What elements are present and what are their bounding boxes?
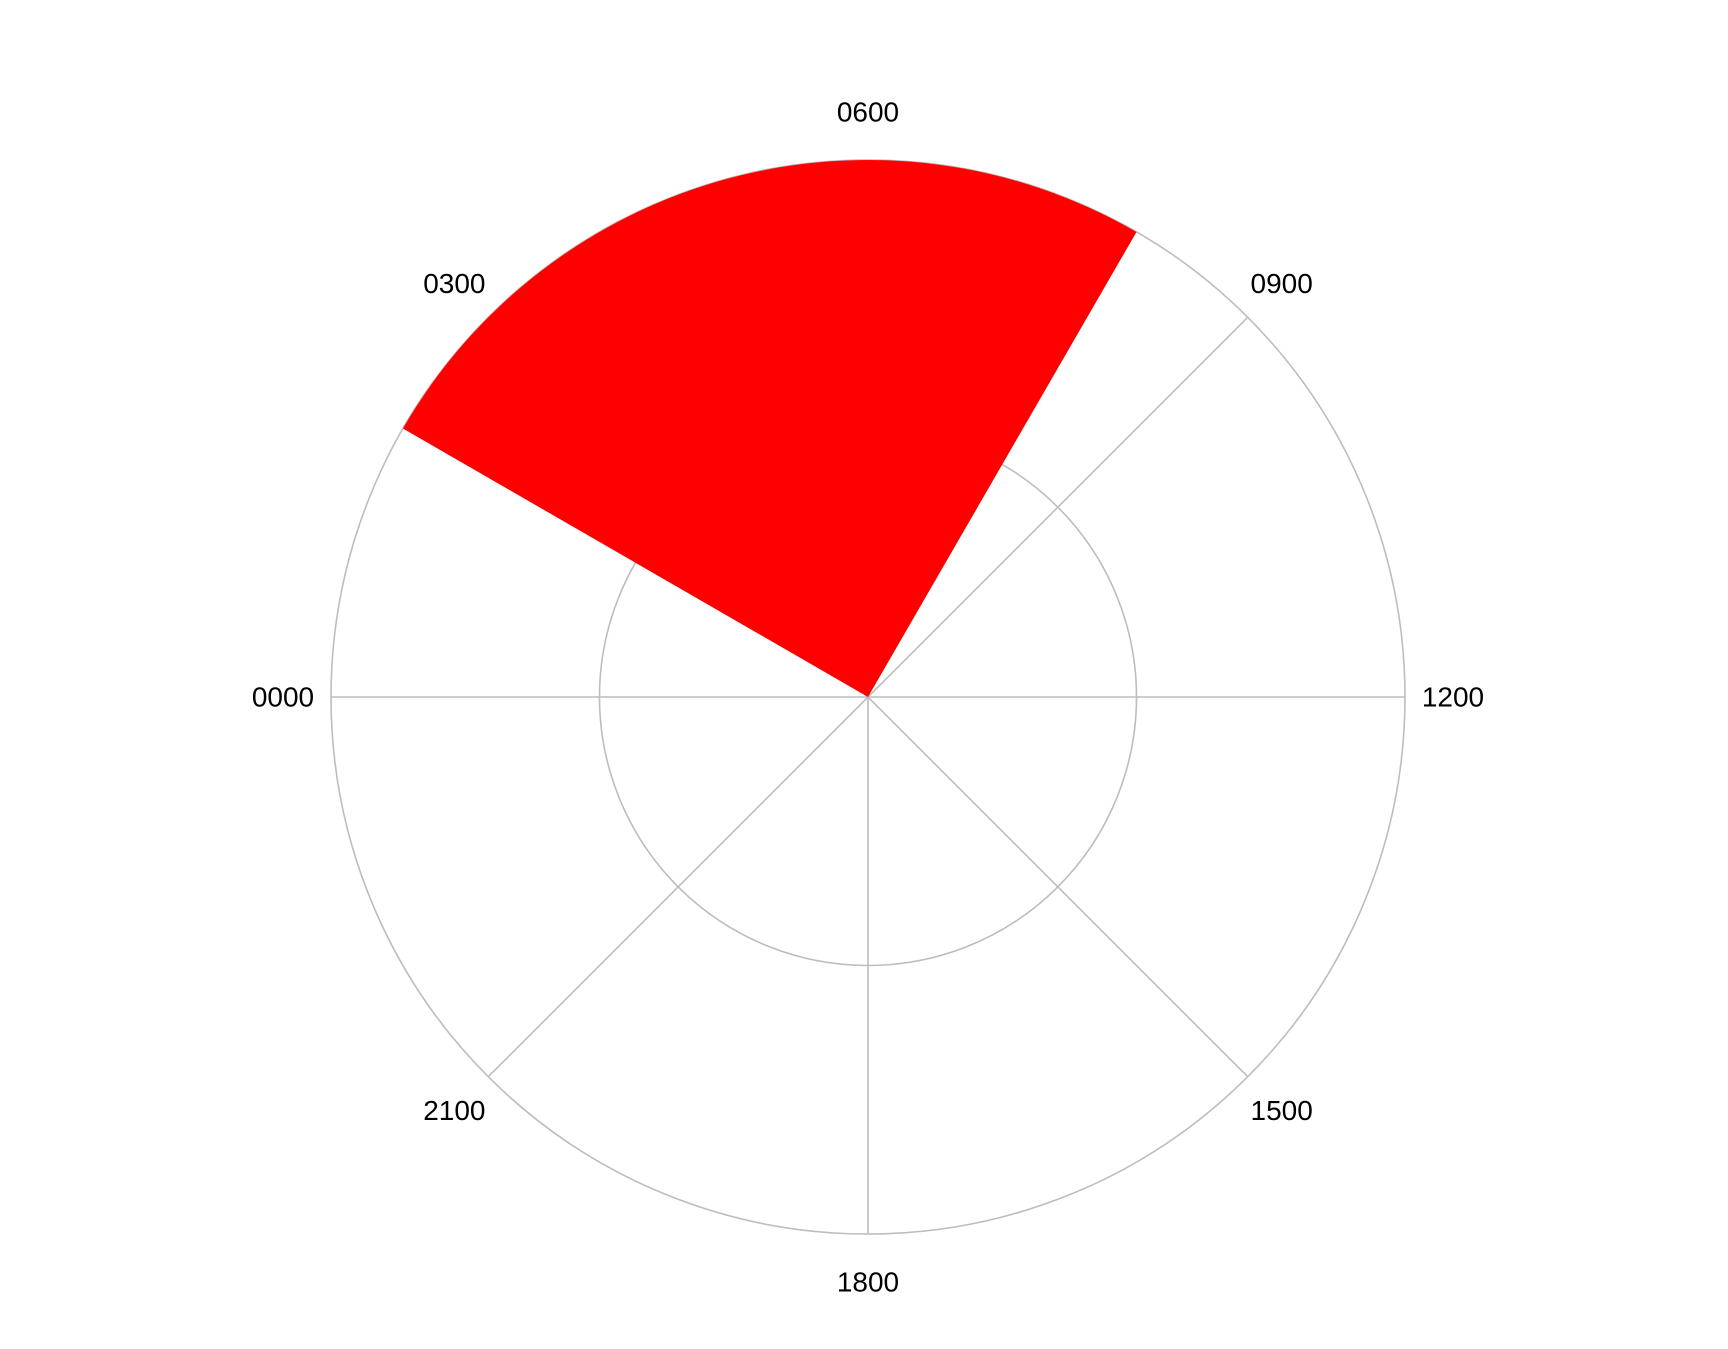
spoke-1500 [867,696,1249,1078]
theta-tick-label-1500: 1500 [1251,1095,1313,1126]
theta-tick-label-0600: 0600 [837,97,899,128]
bar-layer [402,159,1137,698]
theta-tick-label-1800: 1800 [837,1267,899,1298]
theta-tick-label-0000: 0000 [252,682,314,713]
spoke-0900 [867,316,1249,698]
theta-tick-label-0300: 0300 [423,268,485,299]
bar-wedge-1 [402,159,1137,698]
theta-tick-label-1200: 1200 [1422,682,1484,713]
spoke-2100 [487,696,869,1078]
theta-tick-label-0900: 0900 [1251,268,1313,299]
theta-tick-label-2100: 2100 [423,1095,485,1126]
theta-tick-labels: 0000 0300 0600 0900 1200 1500 1800 2100 [252,97,1484,1298]
